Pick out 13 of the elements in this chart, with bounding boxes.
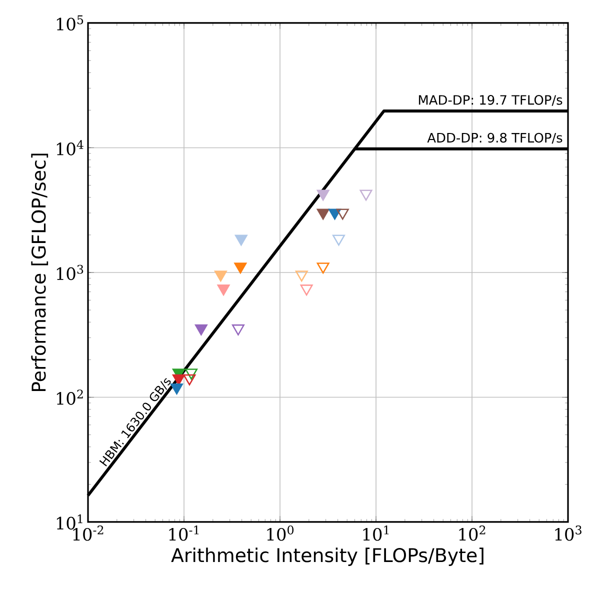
- y-tick-label: 10$^{3}$: [56, 264, 84, 280]
- x-tick-label: 10$^{-1}$: [169, 526, 199, 541]
- annotation: ADD-DP: 9.8 TFLOP/s: [427, 132, 562, 144]
- x-tick-label: 10$^{1}$: [363, 526, 389, 541]
- y-tick-label: 10$^{4}$: [56, 140, 84, 156]
- y-tick-label: 10$^{5}$: [56, 15, 84, 31]
- x-axis-title: Arithmetic Intensity [FLOPs/Byte]: [171, 548, 484, 566]
- y-tick-label: 10$^{2}$: [56, 390, 83, 405]
- x-tick-label: 10$^{2}$: [459, 526, 486, 541]
- x-tick-label: 10$^{0}$: [267, 526, 294, 541]
- y-axis-title: Performance [GFLOP/sec]: [31, 154, 48, 392]
- x-tick-label: 10$^{3}$: [555, 526, 582, 541]
- annotation: MAD-DP: 19.7 TFLOP/s: [418, 95, 562, 106]
